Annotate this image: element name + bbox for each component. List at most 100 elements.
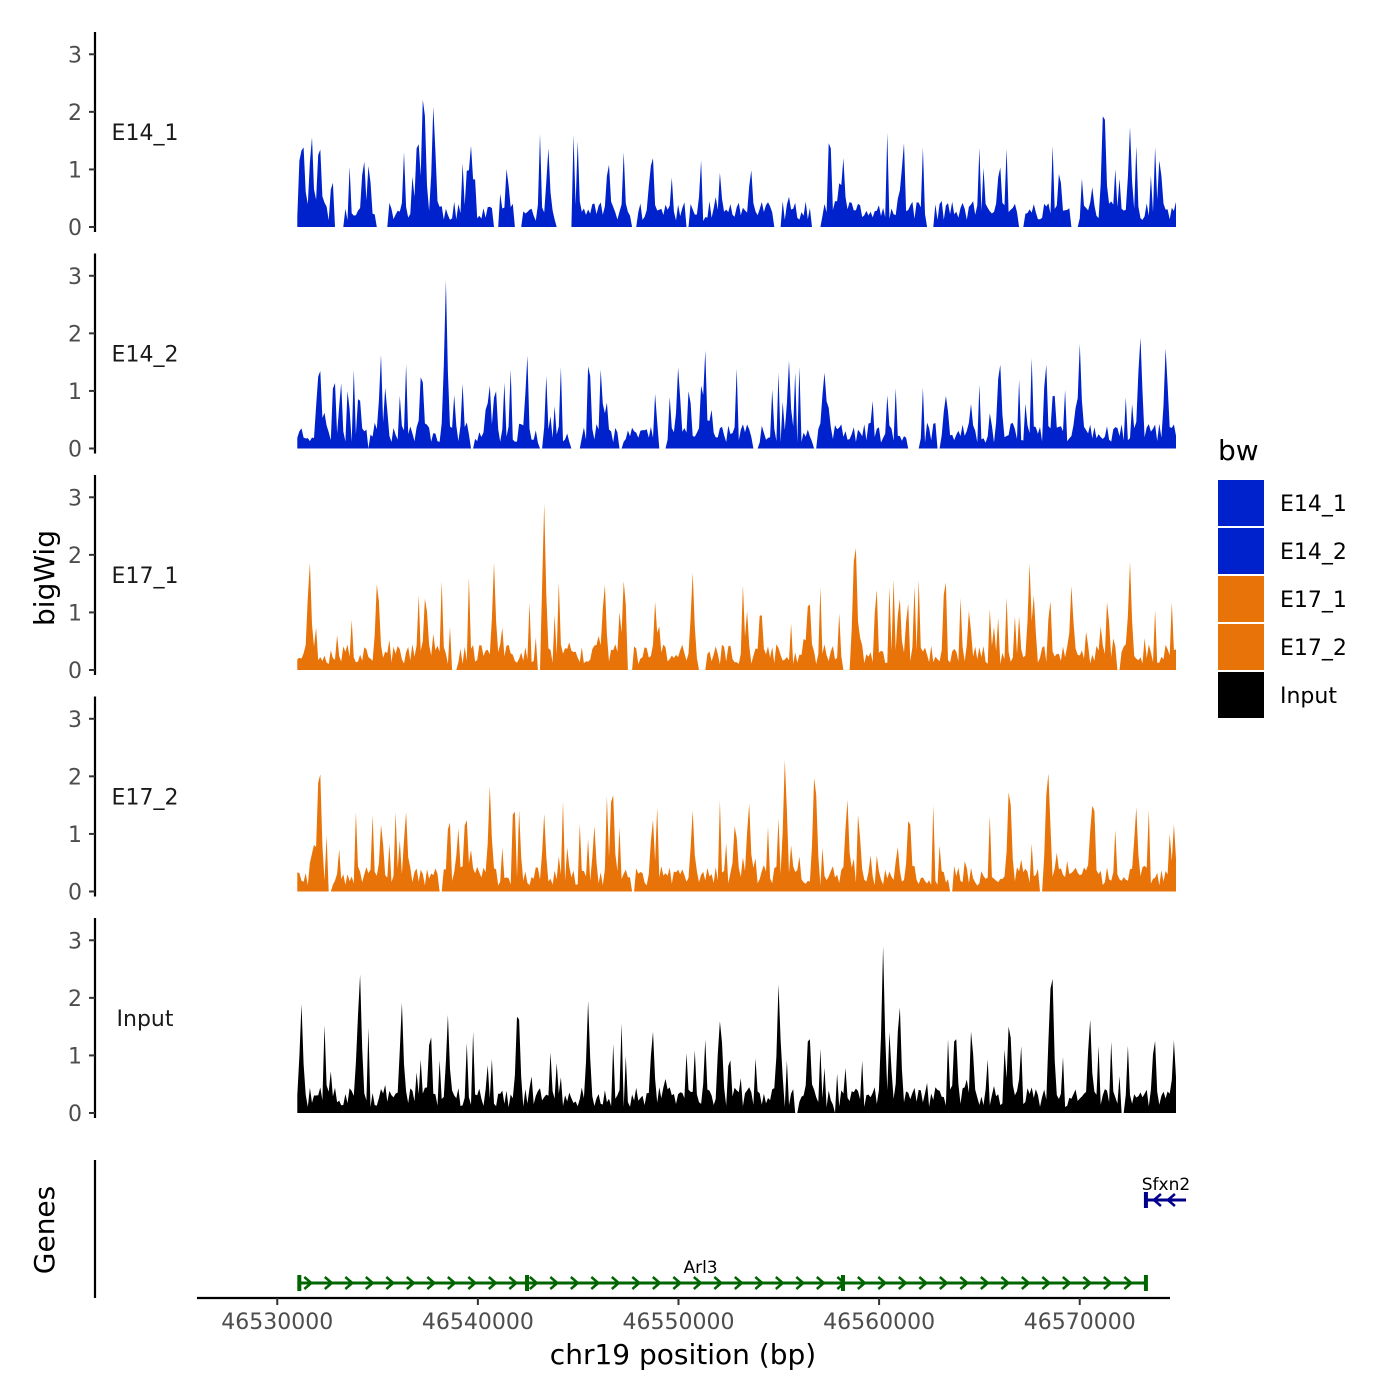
strand-arrow — [1082, 1276, 1093, 1290]
strand-arrow — [816, 1276, 826, 1290]
track-e14-1: 0 1 2 3 E14_1 — [68, 32, 1176, 241]
y-tick-label: 1 — [68, 158, 82, 183]
track-label: E17_2 — [112, 786, 179, 811]
signal-area-e14-2 — [297, 280, 1176, 449]
strand-arrow — [959, 1276, 970, 1290]
exon — [525, 1275, 530, 1291]
y-tick-label: 1 — [68, 380, 82, 405]
track-e17-1: 0 1 2 3 E17_1 — [68, 475, 1176, 684]
legend-swatch — [1218, 528, 1264, 574]
exon — [1143, 1192, 1148, 1208]
y-tick-label: 2 — [68, 987, 82, 1012]
track-label: E17_1 — [112, 564, 179, 589]
signal-area-e14-1 — [297, 99, 1176, 227]
legend-title: bw — [1218, 434, 1259, 467]
legend-swatch — [1218, 672, 1264, 718]
exon — [840, 1275, 845, 1291]
strand-arrow — [672, 1276, 683, 1290]
x-tick-label: 46530000 — [221, 1310, 333, 1335]
strand-arrow — [590, 1276, 601, 1290]
y-tick-label: 1 — [68, 1044, 82, 1069]
strand-arrow — [303, 1276, 314, 1290]
strand-arrow — [570, 1276, 580, 1290]
legend: bw E14_1 E14_2 E17_1 E17_2 Input — [1218, 434, 1347, 718]
gene-label: Arl3 — [683, 1258, 717, 1278]
strand-arrow — [775, 1276, 785, 1290]
legend-item: E17_2 — [1218, 624, 1347, 670]
strand-arrow — [1021, 1276, 1031, 1290]
legend-item: Input — [1218, 672, 1337, 718]
track-label: E14_1 — [112, 121, 179, 146]
strand-arrow — [1062, 1276, 1072, 1290]
track-e14-2: 0 1 2 3 E14_2 — [68, 253, 1176, 463]
strand-arrow — [529, 1276, 539, 1290]
strand-arrow — [488, 1276, 498, 1290]
y-tick-label: 2 — [68, 765, 82, 790]
strand-arrow — [693, 1276, 703, 1290]
signal-area-e17-1 — [297, 503, 1176, 670]
legend-label: E14_2 — [1280, 540, 1347, 565]
strand-arrow — [1152, 1193, 1162, 1207]
track-label: Input — [117, 1007, 174, 1032]
strand-arrow — [939, 1276, 949, 1290]
strand-arrow — [918, 1276, 929, 1290]
strand-arrow — [344, 1276, 355, 1290]
y-tick-label: 3 — [68, 265, 82, 290]
legend-item: E17_1 — [1218, 576, 1347, 622]
strand-arrow — [980, 1276, 990, 1290]
y-tick-label: 2 — [68, 101, 82, 126]
legend-label: E17_1 — [1280, 588, 1347, 613]
gene-label: Sfxn2 — [1142, 1175, 1190, 1195]
strand-arrow — [898, 1276, 908, 1290]
legend-swatch — [1218, 576, 1264, 622]
strand-arrow — [508, 1276, 519, 1290]
exon — [297, 1275, 302, 1291]
track-label: E14_2 — [112, 343, 179, 368]
strand-arrow — [365, 1276, 375, 1290]
strand-arrow — [877, 1276, 888, 1290]
strand-arrow — [857, 1276, 867, 1290]
exon — [1143, 1275, 1148, 1291]
gene-sfxn2: Sfxn2 — [1142, 1175, 1190, 1208]
signal-area-e17-2 — [297, 760, 1176, 892]
y-tick-label: 0 — [68, 216, 82, 241]
x-tick-label: 46560000 — [823, 1310, 935, 1335]
strand-arrow — [1103, 1276, 1113, 1290]
strand-arrow — [1166, 1193, 1176, 1207]
strand-arrow — [734, 1276, 744, 1290]
y-tick-label: 1 — [68, 601, 82, 626]
strand-arrow — [406, 1276, 416, 1290]
signal-area-input — [297, 946, 1176, 1113]
legend-item: E14_1 — [1218, 480, 1347, 526]
strand-arrow — [426, 1276, 437, 1290]
strand-arrow — [385, 1276, 396, 1290]
y-tick-label: 3 — [68, 486, 82, 511]
strand-arrow — [713, 1276, 724, 1290]
strand-arrow — [795, 1276, 806, 1290]
legend-swatch — [1218, 480, 1264, 526]
y-tick-label: 3 — [68, 929, 82, 954]
gene-arl3: Arl3 — [297, 1258, 1148, 1291]
y-tick-label: 0 — [68, 881, 82, 906]
strand-arrow — [1000, 1276, 1011, 1290]
strand-arrow — [652, 1276, 662, 1290]
legend-label: E14_1 — [1280, 492, 1347, 517]
legend-swatch — [1218, 624, 1264, 670]
y-tick-label: 2 — [68, 544, 82, 569]
y-tick-label: 0 — [68, 1102, 82, 1127]
y-tick-label: 3 — [68, 43, 82, 68]
y-tick-label: 0 — [68, 438, 82, 463]
strand-arrow — [467, 1276, 478, 1290]
x-tick-label: 46540000 — [422, 1310, 534, 1335]
strand-arrow — [631, 1276, 642, 1290]
y-tick-label: 2 — [68, 322, 82, 347]
y-axis-title: bigWig — [28, 530, 61, 626]
track-input: 0 1 2 3 Input — [68, 918, 1176, 1127]
legend-label: Input — [1280, 684, 1337, 709]
genes-axis-title: Genes — [28, 1186, 61, 1274]
strand-arrow — [447, 1276, 457, 1290]
x-tick-label: 46550000 — [622, 1310, 734, 1335]
x-axis-title: chr19 position (bp) — [550, 1338, 816, 1371]
y-tick-label: 0 — [68, 659, 82, 684]
